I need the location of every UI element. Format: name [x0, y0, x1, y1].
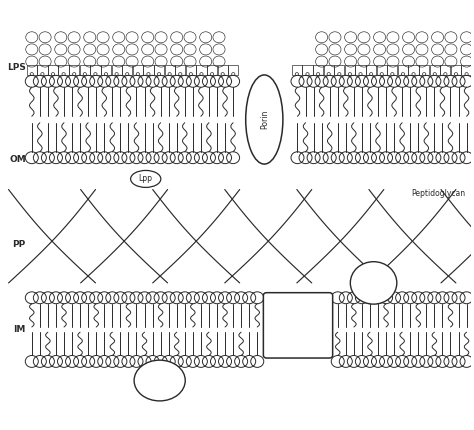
- Bar: [154, 65, 164, 74]
- Bar: [398, 65, 408, 74]
- Text: IM: IM: [13, 325, 26, 334]
- Bar: [228, 65, 238, 74]
- Bar: [462, 65, 472, 74]
- Bar: [419, 65, 429, 74]
- Bar: [122, 65, 132, 74]
- Bar: [409, 65, 419, 74]
- Bar: [101, 65, 111, 74]
- Bar: [302, 65, 313, 74]
- Bar: [334, 65, 345, 74]
- Text: LPS: LPS: [7, 63, 26, 72]
- Text: PP: PP: [12, 240, 26, 249]
- Bar: [143, 65, 154, 74]
- FancyBboxPatch shape: [264, 293, 333, 358]
- Text: OM: OM: [9, 155, 26, 164]
- Bar: [164, 65, 175, 74]
- Bar: [48, 65, 58, 74]
- Text: Porin: Porin: [260, 110, 269, 129]
- Bar: [451, 65, 461, 74]
- Bar: [111, 65, 122, 74]
- Bar: [37, 65, 47, 74]
- Ellipse shape: [134, 360, 185, 401]
- Bar: [69, 65, 79, 74]
- Bar: [133, 65, 143, 74]
- Ellipse shape: [350, 262, 397, 304]
- Text: Peptidoglycan: Peptidoglycan: [411, 189, 465, 198]
- Bar: [27, 65, 37, 74]
- Ellipse shape: [131, 170, 161, 187]
- Bar: [313, 65, 323, 74]
- Bar: [91, 65, 100, 74]
- Bar: [58, 65, 69, 74]
- Bar: [207, 65, 217, 74]
- Bar: [292, 65, 302, 74]
- Bar: [175, 65, 185, 74]
- Ellipse shape: [246, 75, 283, 164]
- Bar: [440, 65, 450, 74]
- Bar: [356, 65, 365, 74]
- Bar: [324, 65, 334, 74]
- Bar: [366, 65, 376, 74]
- Bar: [377, 65, 387, 74]
- Bar: [218, 65, 228, 74]
- Bar: [345, 65, 355, 74]
- Bar: [80, 65, 90, 74]
- Bar: [387, 65, 398, 74]
- Bar: [196, 65, 207, 74]
- Text: Lpp: Lpp: [139, 175, 153, 184]
- Bar: [429, 65, 440, 74]
- Bar: [186, 65, 196, 74]
